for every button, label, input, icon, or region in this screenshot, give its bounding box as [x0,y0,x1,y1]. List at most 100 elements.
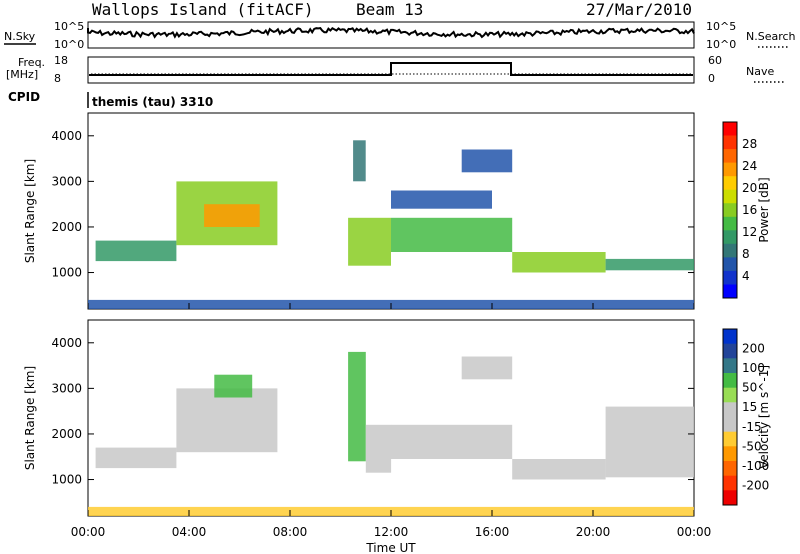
beam-title: Beam 13 [356,0,423,19]
y-tick-label: 3000 [51,174,82,188]
noise-left-tick-top: 10^5 [54,20,84,33]
colorbar-tick-label: 20 [742,181,757,195]
colorbar-cell [723,122,737,136]
colorbar-frame [722,328,738,506]
colorbar-tick-label: -100 [742,459,769,473]
colorbar-cell [723,475,737,491]
colorbar-tick-label: 12 [742,225,757,239]
time-axis: 00:00 04:00 08:00 12:00 16:00 20:00 00:00 [71,303,712,539]
freq-label: Freq. [18,56,45,69]
noise-right-label: N.Search [746,30,796,43]
colorbar-tick-label: 4 [742,269,750,283]
freq-panel-frame [87,56,695,84]
x-tick-label: 08:00 [273,525,308,539]
colorbar-tick-label: 100 [742,361,765,375]
nave-tick-bottom: 0 [708,72,715,85]
colorbar-tick-label: 16 [742,203,757,217]
colorbar-tick-label: 28 [742,137,757,151]
power-panel-frame [87,112,695,310]
freq-tick-top: 18 [54,54,68,67]
velocity-colorbar-label: Velocity [m s^-1] [757,365,771,469]
y-tick-label: 1000 [51,266,82,280]
heatmap-region [461,149,513,173]
colorbar-tick-label: 50 [742,381,757,395]
heatmap-region [95,240,177,262]
x-tick-label: 12:00 [374,525,409,539]
colorbar-cell [723,373,737,389]
power-colorbar-label: Power [dB] [757,177,771,242]
cpid-label: CPID [8,90,40,104]
velocity-y-axis: 4000 3000 2000 1000 [51,336,694,487]
colorbar-tick-label: 24 [742,159,757,173]
x-tick-label: 04:00 [172,525,207,539]
colorbar-cell [723,343,737,359]
colorbar-cell [723,402,737,418]
x-tick-label: 20:00 [576,525,611,539]
time-axis-label: Time UT [365,541,416,554]
heatmap-region [605,406,694,478]
heatmap-region [512,459,606,480]
heatmap-region [353,140,366,182]
x-tick-label: 00:00 [677,525,712,539]
colorbar-tick-label: 200 [742,342,765,356]
noise-right-tick-top: 10^5 [706,20,736,33]
noise-panel-frame [87,21,695,49]
velocity-colorbar: 200 100 50 15 -15 -50 -100 -200 [722,328,769,506]
colorbar-cell [723,358,737,374]
date-title: 27/Mar/2010 [586,0,692,19]
heatmap-region [605,258,694,271]
noise-left-label: N.Sky [4,30,36,43]
colorbar-cell [723,387,737,403]
colorbar-cell [723,417,737,433]
heatmap-region [95,447,177,469]
y-tick-label: 3000 [51,381,82,395]
power-colorbar: 28 24 20 16 12 8 4 [722,121,757,299]
noise-right-tick-bottom: 10^0 [706,38,736,51]
heatmap-region [391,424,513,459]
y-tick-label: 4000 [51,336,82,350]
heatmap-region [461,356,513,380]
velocity-y-axis-label: Slant Range [km] [23,366,37,470]
colorbar-cell [723,176,737,191]
colorbar-frame [722,121,738,299]
y-tick-label: 2000 [51,427,82,441]
colorbar-cell [723,431,737,447]
noise-sky-line [87,27,695,39]
colorbar-tick-label: 15 [742,400,757,414]
colorbar-cell [723,490,737,506]
colorbar-cell [723,329,737,345]
heatmap-region [512,252,606,273]
colorbar-cell [723,149,737,164]
colorbar-cell [723,270,737,285]
colorbar-cell [723,461,737,477]
power-y-axis-label: Slant Range [km] [23,159,37,263]
colorbar-cell [723,243,737,258]
heatmap-region [214,374,253,398]
freq-unit-label: [MHz] [6,68,38,81]
freq-line [89,62,693,76]
cpid-value: themis (tau) 3310 [92,95,213,109]
colorbar-cell [723,203,737,218]
colorbar-cell [723,135,737,150]
colorbar-cell [723,162,737,177]
freq-tick-bottom: 8 [54,72,61,85]
heatmap-region [391,217,513,252]
nave-label: Nave [746,65,774,78]
heatmap-region [348,217,391,266]
heatmap-region [176,388,278,453]
colorbar-tick-label: -200 [742,478,769,492]
nave-tick-top: 60 [708,54,722,67]
colorbar-cell [723,189,737,204]
colorbar-cell [723,230,737,245]
colorbar-tick-label: -50 [742,439,762,453]
heatmap-region [365,424,392,473]
power-y-axis: 4000 3000 2000 1000 [51,129,694,280]
y-tick-label: 1000 [51,473,82,487]
colorbar-cell [723,216,737,231]
colorbar-tick-label: -15 [742,420,762,434]
heatmap-region [391,190,492,209]
x-tick-label: 00:00 [71,525,106,539]
heatmap-region [348,351,366,462]
colorbar-tick-label: 8 [742,247,750,261]
